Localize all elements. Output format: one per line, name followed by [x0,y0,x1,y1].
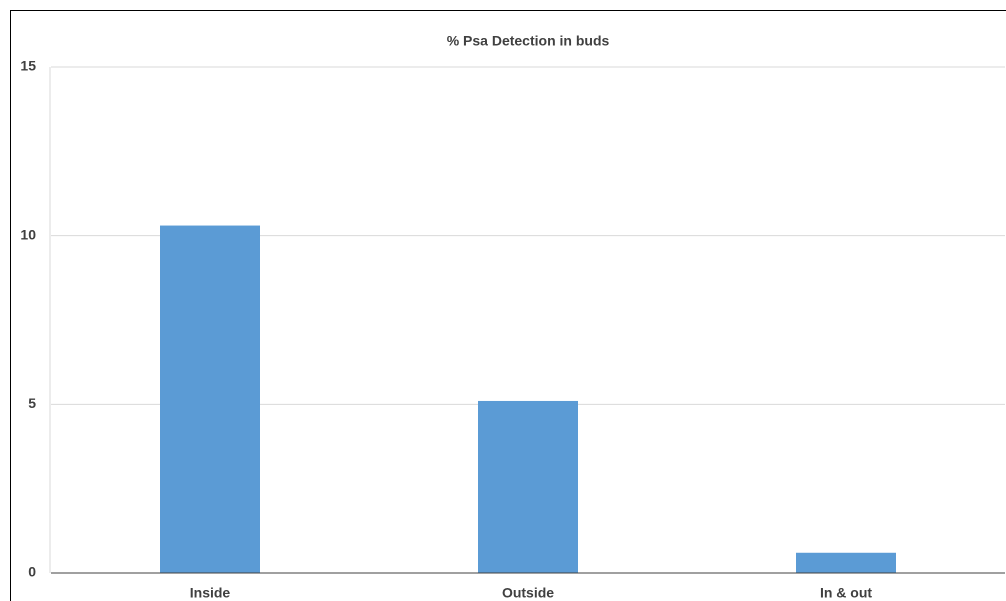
y-tick-label: 0 [28,564,36,580]
chart-title: % Psa Detection in buds [447,33,610,49]
x-tick-label: Outside [502,585,554,601]
y-tick-label: 10 [20,226,36,242]
bar [160,225,260,573]
x-tick-label: Inside [190,585,231,601]
bar [796,552,896,573]
y-tick-label: 15 [20,58,36,74]
x-tick-label: In & out [820,585,872,601]
bar [478,400,578,573]
y-tick-label: 5 [28,395,36,411]
